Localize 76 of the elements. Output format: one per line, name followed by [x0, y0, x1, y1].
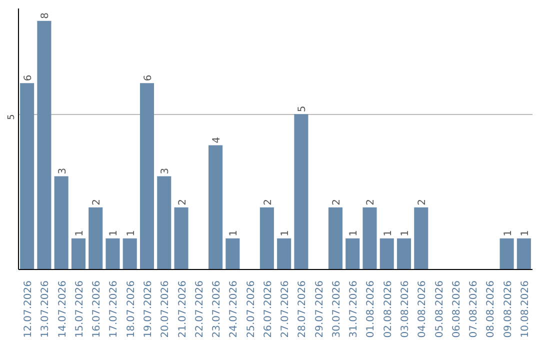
data-label: 2 [366, 198, 377, 206]
bar [277, 238, 292, 270]
x-tick-label: 21.07.2026 [177, 280, 188, 338]
x-tick-label: 25.07.2026 [246, 280, 257, 338]
data-label: 2 [92, 198, 103, 206]
data-label: 2 [177, 198, 188, 206]
x-tick-label: 29.07.2026 [314, 280, 326, 338]
x-tick-label: 15.07.2026 [74, 280, 86, 338]
x-tick-label: 04.08.2026 [417, 280, 428, 338]
bar [516, 238, 531, 270]
x-tick-label: 02.08.2026 [382, 280, 394, 338]
x-tick-label: 09.08.2026 [502, 280, 514, 338]
data-label: 1 [280, 230, 292, 236]
bar [226, 238, 240, 270]
bar [380, 238, 394, 270]
x-tick-label: 17.07.2026 [108, 280, 120, 338]
x-tick-label: 01.08.2026 [366, 280, 377, 338]
x-tick-label: 05.08.2026 [434, 280, 446, 338]
x-tick-label: 20.07.2026 [160, 280, 172, 338]
bar [54, 176, 68, 270]
data-label: 3 [160, 168, 172, 174]
bar [208, 145, 223, 270]
data-label: 1 [74, 230, 86, 236]
bar [157, 176, 172, 270]
x-tick-label: 19.07.2026 [143, 280, 154, 338]
data-label: 2 [262, 198, 274, 206]
bar [328, 207, 342, 270]
x-tick-label: 14.07.2026 [57, 280, 68, 338]
data-label: 4 [212, 136, 223, 144]
bar [260, 207, 274, 270]
bar [20, 83, 34, 270]
data-label: 1 [382, 230, 394, 236]
bar [88, 207, 103, 270]
bar [346, 238, 360, 270]
x-tick-label: 22.07.2026 [194, 280, 206, 338]
bar [106, 238, 120, 270]
x-tick-label: 16.07.2026 [92, 280, 103, 338]
data-label: 1 [502, 230, 514, 236]
data-label: 6 [143, 74, 154, 82]
x-tick-label: 27.07.2026 [280, 280, 292, 338]
bar [174, 207, 188, 270]
x-tick-label: 30.07.2026 [331, 280, 342, 338]
x-tick-label: 13.07.2026 [40, 280, 52, 338]
bar [71, 238, 86, 270]
data-label: 1 [228, 230, 240, 236]
data-label: 1 [126, 230, 137, 236]
x-tick-label: 28.07.2026 [297, 280, 308, 338]
x-tick-label: 03.08.2026 [400, 280, 411, 338]
data-label: 1 [108, 230, 120, 236]
bar [122, 238, 137, 270]
bar [500, 238, 514, 270]
x-tick-label: 31.07.2026 [348, 280, 360, 338]
data-label: 8 [40, 12, 52, 19]
data-label: 6 [23, 74, 34, 82]
x-tick-label: 23.07.2026 [212, 280, 223, 338]
x-tick-label: 18.07.2026 [126, 280, 137, 338]
x-tick-label: 26.07.2026 [262, 280, 274, 338]
bar [140, 83, 154, 270]
bar [294, 114, 308, 270]
data-label: 1 [520, 230, 531, 236]
x-tick-label: 24.07.2026 [228, 280, 240, 338]
data-label: 2 [417, 198, 428, 206]
bar [396, 238, 412, 270]
x-tick-label: 07.08.2026 [468, 280, 480, 338]
x-tick-label: 08.08.2026 [486, 280, 497, 338]
bar [414, 207, 428, 270]
x-tick-label: 10.08.2026 [520, 280, 531, 338]
x-tick-label: 06.08.2026 [451, 280, 462, 338]
bar [362, 207, 377, 270]
data-label: 2 [331, 198, 342, 206]
data-label: 1 [348, 230, 360, 236]
data-label: 5 [297, 106, 308, 112]
x-tick-label: 12.07.2026 [23, 280, 34, 338]
data-label: 1 [400, 230, 411, 236]
bar [37, 20, 52, 270]
data-label: 3 [57, 168, 68, 174]
